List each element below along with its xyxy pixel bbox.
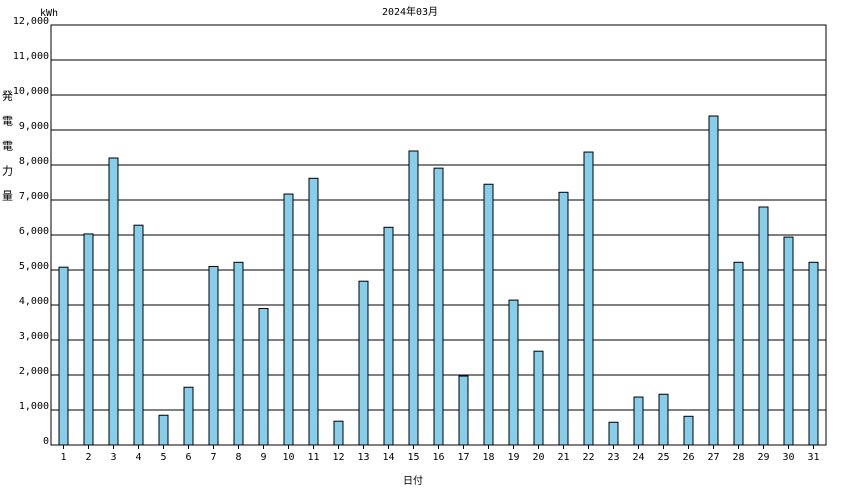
bar	[408, 150, 419, 446]
y-tick-label: 12,000	[13, 16, 49, 27]
x-tick-label: 6	[185, 452, 191, 463]
bar	[183, 386, 194, 446]
bar	[383, 226, 394, 446]
y-tick-label: 1,000	[19, 401, 49, 412]
x-tick-label: 26	[682, 452, 694, 463]
bar	[233, 261, 244, 446]
y-tick-label: 0	[43, 436, 49, 447]
bar	[633, 396, 644, 446]
bar	[108, 157, 119, 446]
bar	[808, 261, 819, 446]
bar	[208, 266, 219, 446]
y-tick-label: 6,000	[19, 226, 49, 237]
x-tick-label: 9	[260, 452, 266, 463]
bar	[358, 280, 369, 446]
y-tick-label: 7,000	[19, 191, 49, 202]
x-tick-label: 10	[282, 452, 294, 463]
bar	[58, 266, 69, 446]
x-tick-label: 15	[407, 452, 419, 463]
y-tick-label: 10,000	[13, 86, 49, 97]
x-tick-label: 21	[557, 452, 569, 463]
x-tick-label: 11	[307, 452, 319, 463]
x-tick-label: 24	[632, 452, 644, 463]
x-tick-label: 30	[782, 452, 794, 463]
bar	[433, 167, 444, 446]
y-tick-label: 3,000	[19, 331, 49, 342]
x-tick-label: 7	[210, 452, 216, 463]
bar	[558, 191, 569, 446]
bar	[258, 308, 269, 446]
bar	[758, 206, 769, 446]
x-axis-label: 日付	[403, 474, 423, 487]
x-tick-label: 29	[757, 452, 769, 463]
bar	[158, 414, 169, 446]
x-tick-label: 8	[235, 452, 241, 463]
unit-label: kWh	[40, 8, 58, 19]
x-tick-label: 12	[332, 452, 344, 463]
bar	[783, 236, 794, 446]
bar	[308, 177, 319, 446]
y-tick-label: 5,000	[19, 261, 49, 272]
bar	[583, 151, 594, 446]
x-tick-label: 22	[582, 452, 594, 463]
x-tick-label: 28	[732, 452, 744, 463]
x-tick-label: 31	[807, 452, 819, 463]
x-tick-label: 2	[85, 452, 91, 463]
x-tick-label: 13	[357, 452, 369, 463]
x-tick-label: 3	[110, 452, 116, 463]
y-tick-label: 11,000	[13, 51, 49, 62]
y-axis-label: 発電電力量	[1, 89, 14, 215]
bar	[658, 393, 669, 446]
y-tick-label: 9,000	[19, 121, 49, 132]
x-tick-label: 19	[507, 452, 519, 463]
x-tick-label: 5	[160, 452, 166, 463]
y-tick-label: 8,000	[19, 156, 49, 167]
x-tick-label: 18	[482, 452, 494, 463]
bar	[483, 183, 494, 446]
bar	[508, 299, 519, 446]
x-tick-label: 20	[532, 452, 544, 463]
bar	[133, 224, 144, 446]
x-tick-label: 1	[60, 452, 66, 463]
x-tick-label: 27	[707, 452, 719, 463]
bar	[733, 261, 744, 446]
bar	[533, 350, 544, 446]
y-tick-label: 2,000	[19, 366, 49, 377]
chart-title: 2024年03月	[382, 5, 438, 18]
bar	[608, 421, 619, 446]
bar	[683, 415, 694, 446]
bar	[708, 115, 719, 446]
bar	[83, 233, 94, 446]
x-tick-label: 16	[432, 452, 444, 463]
x-tick-label: 14	[382, 452, 394, 463]
x-tick-label: 4	[135, 452, 141, 463]
bar	[283, 193, 294, 446]
bar	[333, 420, 344, 446]
x-tick-label: 23	[607, 452, 619, 463]
y-tick-label: 4,000	[19, 296, 49, 307]
x-tick-label: 25	[657, 452, 669, 463]
x-tick-label: 17	[457, 452, 469, 463]
bar	[458, 375, 469, 446]
